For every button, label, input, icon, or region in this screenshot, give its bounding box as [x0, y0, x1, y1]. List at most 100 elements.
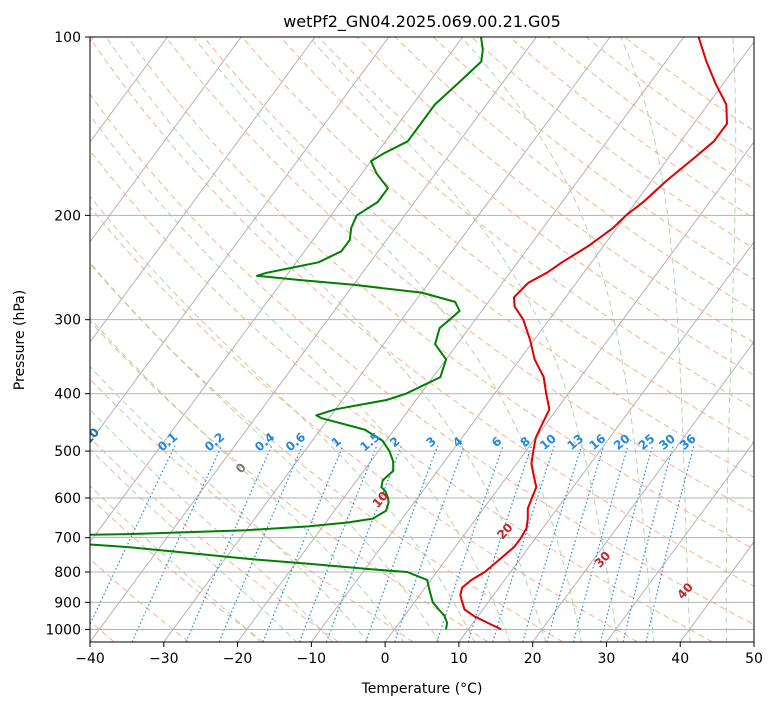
mixing-ratio-label: 10 [537, 431, 559, 452]
moist-adiabat-line [90, 195, 476, 642]
moist-adiabat-line [725, 37, 737, 642]
mixing-ratio-label: 25 [636, 431, 658, 452]
mixing-ratio-line [492, 445, 555, 642]
mixing-ratio-line [299, 445, 378, 642]
y-tick-label: 300 [54, 313, 81, 329]
isotherm-line [163, 37, 611, 642]
mixing-ratio-label: 16 [587, 431, 609, 452]
mixing-ratio-line [572, 445, 629, 642]
mixing-ratio-label: 0.4 [252, 430, 277, 454]
isotherm-line [606, 441, 754, 642]
x-axis-ticks: −40 −30 −20 −10 0 10 20 30 40 50 [75, 642, 763, 667]
dry-adiabat-line [356, 37, 754, 344]
mixing-ratio-line [365, 445, 439, 642]
y-tick-label: 1000 [45, 622, 81, 638]
mixing-ratio-line [325, 445, 403, 642]
moist-adiabat-line [308, 37, 619, 642]
mixing-ratio-line [218, 445, 303, 642]
x-tick-label: −20 [223, 651, 253, 667]
dry-adiabat-line [90, 93, 754, 626]
dry-adiabat-line [90, 263, 564, 642]
moist-adiabat-line [90, 409, 334, 642]
mixing-ratio-lines [90, 445, 695, 642]
isotherm-line [90, 37, 168, 143]
moist-adiabat-label: 30 [592, 549, 614, 571]
y-tick-label: 400 [54, 387, 81, 403]
mixing-ratio-line [546, 445, 605, 642]
temperature-line [459, 37, 728, 631]
x-tick-label: −40 [75, 651, 105, 667]
moist-adiabat-label: 20 [494, 520, 516, 542]
dry-adiabat-line [127, 37, 754, 550]
moist-adiabat-line [193, 37, 583, 642]
isotherm-lines [90, 37, 754, 642]
moist-adiabat-line [90, 448, 298, 642]
mixing-ratio-line [645, 445, 695, 642]
mixing-ratio-line [262, 445, 344, 642]
x-tick-label: −10 [297, 651, 327, 667]
isotherm-line [384, 141, 754, 642]
mixing-ratio-label: 0.1 [155, 430, 180, 454]
x-tick-label: 50 [745, 651, 763, 667]
mixing-ratio-label: 3 [423, 434, 438, 450]
moist-adiabat-line [90, 317, 405, 642]
y-tick-label: 500 [54, 444, 81, 460]
x-tick-label: −30 [149, 651, 179, 667]
moist-adiabat-line [90, 261, 440, 642]
mixing-ratio-line [600, 445, 654, 642]
y-tick-label: 700 [54, 531, 81, 547]
y-tick-label: 800 [54, 565, 81, 581]
x-tick-label: 20 [524, 651, 542, 667]
mixing-ratio-label: 36 [677, 431, 699, 452]
isotherm-line [90, 37, 242, 243]
y-tick-label: 100 [54, 30, 81, 46]
y-tick-label: 600 [54, 491, 81, 507]
dewpoint-line [90, 37, 484, 630]
mixing-ratio-label: 13 [564, 431, 586, 452]
moist-adiabat-line [90, 485, 262, 642]
dry-adiabat-line [471, 37, 754, 250]
mixing-ratio-line [467, 445, 533, 642]
chart-title: wetPf2_GN04.2025.069.00.21.G05 [283, 12, 561, 32]
dry-adiabat-line [90, 37, 754, 587]
isotherm-line [90, 37, 316, 343]
isotherm-line [90, 37, 463, 543]
x-tick-label: 40 [671, 651, 689, 667]
y-tick-label: 200 [54, 208, 81, 224]
mixing-ratio-line [90, 445, 176, 626]
y-axis-label: Pressure (hPa) [12, 290, 28, 390]
mixing-ratio-line [622, 445, 674, 642]
y-tick-label: 900 [54, 595, 81, 611]
mixing-ratio-label: 2 [387, 434, 402, 450]
pressure-grid [90, 37, 754, 630]
dry-adiabat-line [165, 37, 754, 514]
x-tick-label: 30 [598, 651, 616, 667]
mixing-ratio-label: 20 [611, 431, 633, 452]
dry-adiabat-line [90, 497, 265, 642]
dry-adiabat-line [623, 37, 754, 132]
dry-adiabat-lines [90, 37, 754, 642]
dry-adiabat-line [90, 320, 489, 642]
moist-adiabat-line [90, 114, 511, 642]
dry-adiabat-line [90, 378, 414, 642]
mixing-ratio-line [522, 445, 583, 642]
moist-adiabat-line [620, 37, 691, 642]
mixing-ratio-label: 0.2 [202, 430, 227, 454]
x-axis-label: Temperature (°C) [361, 681, 483, 697]
dry-adiabat-line [90, 206, 639, 642]
mixing-ratio-line [394, 445, 465, 642]
moist-adiabat-line [460, 37, 655, 642]
isotherm-line [753, 641, 754, 642]
isotherm-line [679, 541, 754, 642]
dry-adiabat-line [547, 37, 754, 190]
isotherm-line [90, 37, 537, 642]
sounding-series [90, 37, 728, 631]
mixing-ratio-line [185, 445, 273, 642]
x-tick-label: 10 [450, 651, 468, 667]
isotherm-line [458, 241, 754, 642]
isotherm-line [237, 37, 685, 642]
dry-adiabat-line [280, 37, 754, 410]
dry-adiabat-line [90, 149, 713, 642]
isotherm-line [90, 37, 390, 443]
